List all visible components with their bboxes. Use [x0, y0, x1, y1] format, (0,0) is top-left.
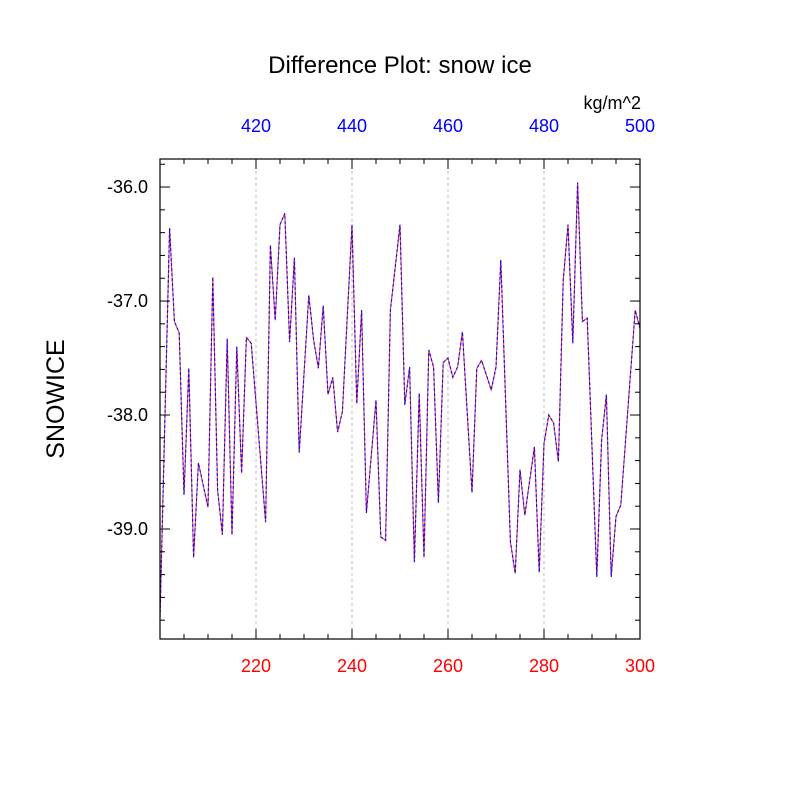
top-x-tick-label: 480	[529, 116, 559, 136]
series-group	[159, 182, 641, 618]
x-tick-label: 260	[433, 656, 463, 676]
y-tick-label: -38.0	[107, 405, 148, 425]
top-x-tick-label: 440	[337, 116, 367, 136]
y-axis-label: SNOWICE	[42, 339, 70, 458]
x-tick-label: 280	[529, 656, 559, 676]
top-x-tick-label: 460	[433, 116, 463, 136]
series-line-dashed-blue	[159, 182, 641, 618]
chart-title: Difference Plot: snow ice	[268, 52, 532, 79]
tick-labels: 220 240 260 280 300 420 440 460 480 500 -36.0 -37.0…	[107, 116, 655, 676]
ticks	[159, 159, 641, 639]
top-x-tick-label: 420	[241, 116, 271, 136]
top-x-tick-label: 500	[625, 116, 655, 136]
y-tick-label: -37.0	[107, 291, 148, 311]
x-tick-label: 300	[625, 656, 655, 676]
y-tick-label: -39.0	[107, 519, 148, 539]
x-tick-label: 240	[337, 656, 367, 676]
series-line-solid-red	[159, 182, 641, 618]
x-tick-label: 220	[241, 656, 271, 676]
top-axis-units: kg/m^2	[584, 93, 641, 113]
y-tick-label: -36.0	[107, 177, 148, 197]
